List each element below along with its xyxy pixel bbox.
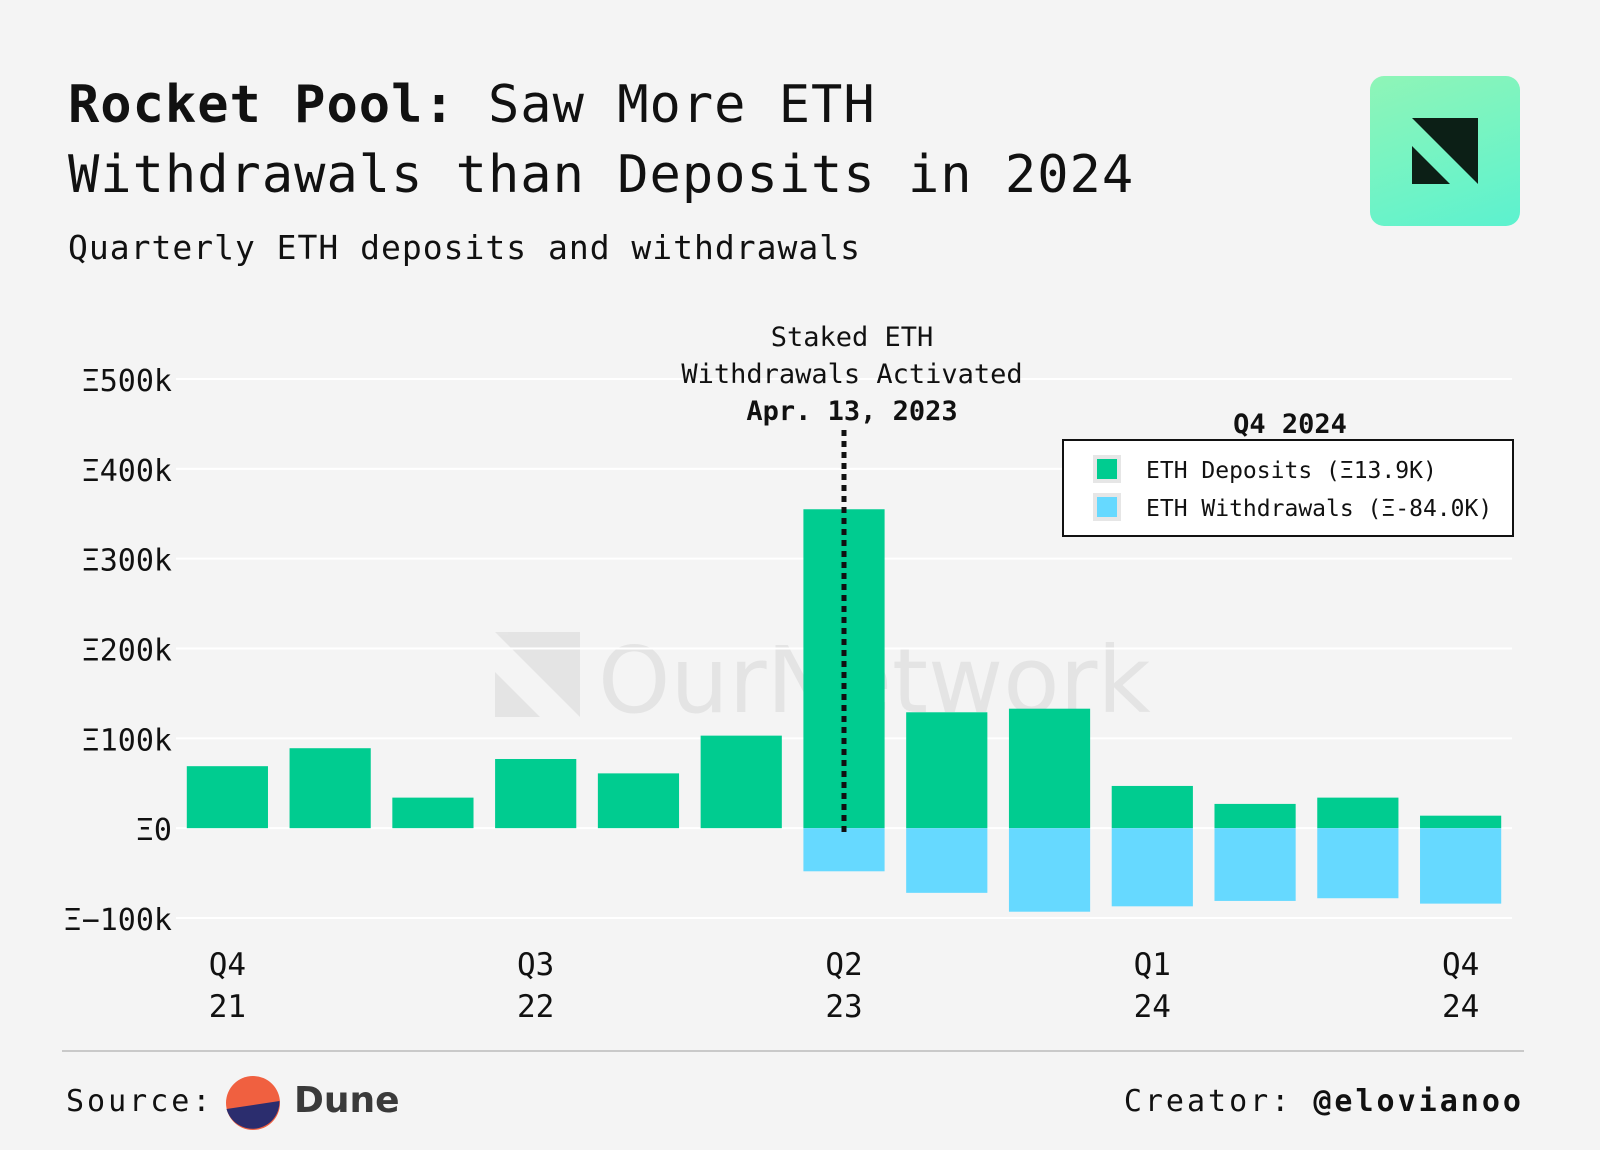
x-tick-label: Q4: [1442, 947, 1479, 983]
x-tick-label: Q4: [209, 947, 246, 983]
deposit-bar: [906, 712, 988, 829]
dune-logo-icon: [226, 1076, 280, 1130]
y-tick-label: Ξ0: [136, 813, 172, 848]
x-tick-label: 21: [209, 989, 246, 1025]
deposit-bar: [1317, 797, 1399, 829]
source-name: Dune: [294, 1080, 400, 1121]
withdrawal-bar: [1420, 828, 1502, 904]
legend-label: ETH Withdrawals (Ξ-84.0K): [1146, 496, 1492, 522]
title-line2: Withdrawals than Deposits in 2024: [68, 145, 1135, 205]
y-tick-label: Ξ−100k: [64, 903, 172, 938]
footer-divider: [62, 1050, 1524, 1052]
creator-handle: @elovianoo: [1313, 1084, 1524, 1119]
source-label: Source:: [66, 1084, 214, 1119]
withdrawal-bar: [1317, 828, 1399, 899]
legend-label: ETH Deposits (Ξ13.9K): [1146, 458, 1437, 484]
y-tick-label: Ξ400k: [82, 454, 172, 489]
y-tick-label: Ξ500k: [82, 364, 172, 399]
y-tick-label: Ξ100k: [82, 723, 172, 758]
withdrawal-bar: [803, 828, 885, 872]
deposit-bar: [392, 797, 474, 829]
annotation-text: Staked ETH: [771, 322, 934, 353]
title-bold: Rocket Pool:: [68, 75, 456, 135]
chart-title: Rocket Pool: Saw More ETH Withdrawals tha…: [68, 70, 1318, 210]
x-tick-label: Q3: [517, 947, 554, 983]
chart-area: OurNetwork Ξ500kΞ400kΞ300kΞ200kΞ100kΞ0Ξ−…: [64, 322, 1514, 1025]
x-tick-label: 23: [825, 989, 862, 1025]
x-tick-label: Q2: [825, 947, 862, 983]
title-rest: Saw More ETH: [455, 75, 876, 135]
withdrawal-bar: [1008, 828, 1091, 912]
creator-label: Creator:: [1123, 1084, 1293, 1119]
withdrawal-bar: [1214, 828, 1296, 901]
legend-title: Q4 2024: [1233, 409, 1347, 440]
deposit-bar: [289, 748, 371, 829]
x-tick-label: 24: [1134, 989, 1171, 1025]
x-tick-label: 22: [517, 989, 554, 1025]
annotation-text: Apr. 13, 2023: [746, 396, 957, 427]
deposit-bar: [1420, 815, 1502, 829]
legend-swatch: [1093, 455, 1121, 483]
deposit-bar: [700, 735, 782, 829]
deposit-bar: [597, 773, 680, 829]
ournetwork-logo-icon: [1370, 76, 1520, 226]
annotation-text: Withdrawals Activated: [681, 359, 1022, 390]
deposit-bar: [1008, 708, 1091, 829]
x-tick-label: Q1: [1134, 947, 1171, 983]
chart-subtitle: Quarterly ETH deposits and withdrawals: [68, 228, 861, 267]
deposit-bar: [1214, 803, 1296, 829]
deposit-bar: [1111, 785, 1193, 829]
withdrawal-bar: [906, 828, 988, 893]
creator: Creator: @elovianoo: [1124, 1084, 1524, 1119]
deposit-bar: [803, 509, 885, 829]
legend-swatch: [1093, 493, 1121, 521]
deposit-bar: [495, 758, 577, 829]
legend-box: [1062, 439, 1514, 537]
y-tick-label: Ξ300k: [82, 544, 172, 579]
y-tick-label: Ξ200k: [82, 634, 172, 669]
deposit-bar: [186, 766, 268, 829]
withdrawal-bar: [1111, 828, 1193, 907]
x-tick-label: 24: [1442, 989, 1479, 1025]
